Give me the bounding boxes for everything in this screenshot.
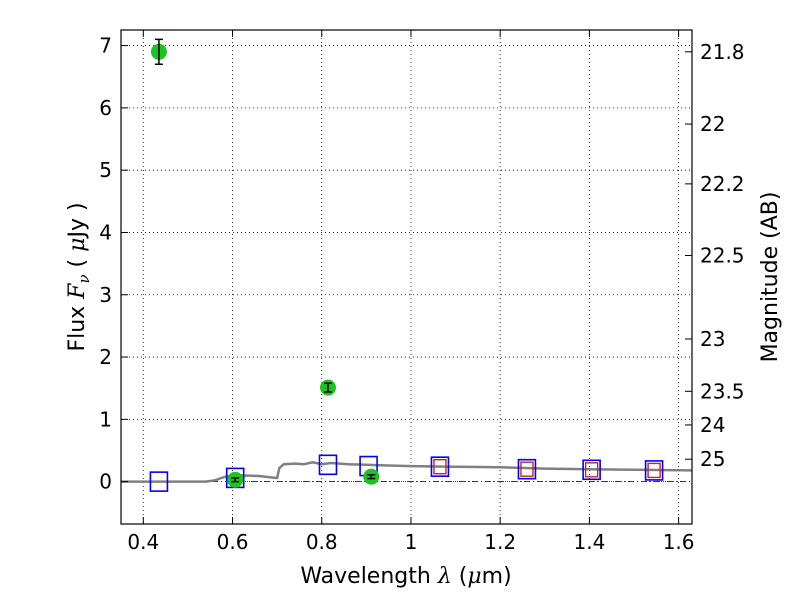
x-tick-label: 1.4 [573, 530, 605, 554]
y-tick-label: 4 [99, 220, 112, 244]
y2-axis-label: Magnitude (AB) [758, 192, 783, 363]
y-tick-label: 2 [99, 345, 112, 369]
x-tick-label: 1 [405, 530, 418, 554]
y-tick-label: 6 [99, 96, 112, 120]
y-tick-label: 0 [99, 470, 112, 494]
y-tick-label: 7 [99, 34, 112, 58]
model-spectrum-line [121, 461, 693, 483]
y-tick-label: 3 [99, 283, 112, 307]
y2-tick-label: 23 [700, 327, 725, 351]
model-flux-square-blue [149, 471, 169, 492]
x-tick-label: 0.6 [217, 530, 249, 554]
model-flux-square-red [647, 462, 661, 479]
model-flux-square-blue [582, 459, 601, 481]
y2-tick-label: 23.5 [700, 379, 745, 403]
model-flux-square-red [520, 461, 534, 477]
x-axis-label: Wavelength λ (μm) [300, 564, 511, 589]
data-marks [121, 38, 693, 492]
model-flux-square-blue [517, 458, 537, 480]
y-tick-label: 1 [99, 407, 112, 431]
y2-tick-label: 22 [700, 112, 725, 136]
model-flux-square-blue [318, 454, 338, 476]
y2-tick-label: 21.8 [700, 40, 745, 64]
axis-ticks [121, 30, 692, 524]
x-tick-label: 0.4 [127, 530, 159, 554]
y2-tick-label: 22.2 [700, 172, 745, 196]
model-flux-square-red [433, 458, 447, 475]
model-flux-square-red [584, 462, 599, 478]
y2-tick-label: 25 [700, 447, 725, 471]
x-tick-label: 1.6 [663, 530, 695, 554]
y-tick-label: 5 [99, 158, 112, 182]
x-tick-label: 0.8 [306, 530, 338, 554]
model-flux-square-blue [430, 456, 450, 477]
y2-tick-label: 22.5 [700, 244, 745, 268]
x-tick-label: 1.2 [484, 530, 516, 554]
plot-frame [120, 29, 693, 525]
grid-lines [121, 30, 692, 524]
y2-tick-label: 24 [700, 413, 725, 437]
model-flux-square-blue [644, 460, 664, 481]
y-axis-label: Flux Fν ( μJy ) [65, 202, 93, 351]
